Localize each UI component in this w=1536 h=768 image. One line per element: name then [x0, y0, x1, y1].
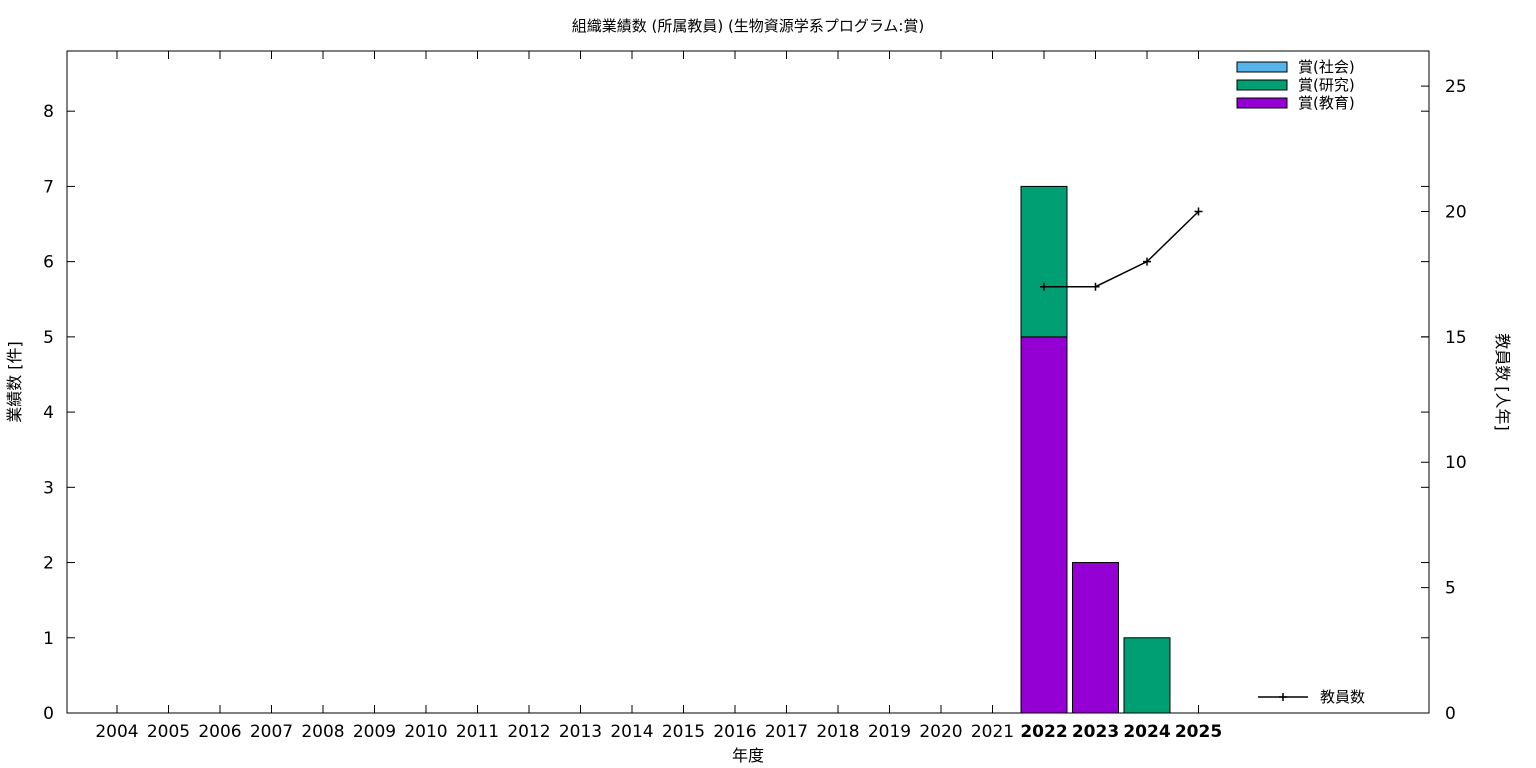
line-legend: 教員数	[1258, 688, 1365, 706]
x-tick-label: 2011	[456, 722, 499, 742]
x-tick-label: 2015	[662, 722, 705, 742]
y-tick-label: 4	[43, 403, 54, 423]
line-point	[1194, 207, 1203, 216]
y2-axis-label: 教員数 [人年]	[1493, 333, 1512, 431]
x-tick-label: 2021	[971, 722, 1014, 742]
x-tick-label: 2024	[1123, 722, 1170, 742]
x-tick-label: 2009	[353, 722, 396, 742]
y-axis: 0 1 2 3 4 5 6 7 8	[43, 102, 1429, 724]
bar	[1020, 336, 1068, 714]
y2-tick-label: 0	[1445, 704, 1456, 724]
y-tick-label: 7	[43, 177, 54, 197]
x-tick-label: 2007	[250, 722, 293, 742]
x-tick-label: 2010	[404, 722, 447, 742]
x-tick-label: 2006	[198, 722, 241, 742]
line-path	[1044, 210, 1200, 288]
y2-tick-label: 10	[1445, 453, 1467, 473]
x-tick-label: 2020	[919, 722, 962, 742]
x-tick-label: 2019	[868, 722, 911, 742]
y-tick-label: 8	[43, 102, 54, 122]
x-tick-label: 2025	[1175, 722, 1222, 742]
y-tick-label: 3	[43, 478, 54, 498]
y2-tick-label: 20	[1445, 202, 1467, 222]
line-point	[1143, 257, 1151, 266]
y-tick-label: 0	[43, 704, 54, 724]
y2-tick-label: 5	[1445, 579, 1456, 599]
legend-label: 賞(社会)	[1298, 58, 1355, 76]
y-tick-label: 5	[43, 328, 54, 348]
x-tick-label: 2016	[713, 722, 756, 742]
x-axis-label: 年度	[732, 746, 764, 765]
line-point	[1091, 282, 1100, 291]
x-tick-label: 2014	[610, 722, 653, 742]
x-tick-label: 2022	[1020, 722, 1067, 742]
legend-line-marker	[1279, 693, 1287, 701]
legend-line-label: 教員数	[1320, 688, 1365, 706]
y-tick-label: 6	[43, 253, 54, 273]
y-axis-label: 業績数 [件]	[5, 341, 24, 423]
legend-swatch	[1236, 97, 1288, 109]
line-series	[1040, 207, 1203, 291]
legend-label: 賞(教育)	[1298, 94, 1355, 112]
legend-label: 賞(研究)	[1298, 76, 1355, 94]
y2-tick-label: 25	[1445, 77, 1467, 97]
x-axis: 2004 2005 2006 2007 2008 2009 2010 2011 2012 2013…	[95, 51, 1222, 742]
x-tick-label: 2017	[765, 722, 808, 742]
legend-swatch	[1236, 79, 1288, 91]
bar	[1123, 637, 1171, 714]
line-point	[1040, 282, 1048, 291]
bar	[1020, 185, 1068, 338]
x-tick-label: 2023	[1072, 722, 1119, 742]
legend: 賞(社会)賞(研究)賞(教育)	[1236, 58, 1355, 112]
y2-axis: 0 5 10 15 20 25	[1421, 77, 1467, 724]
plot-frame	[66, 50, 1430, 714]
x-tick-label: 2018	[816, 722, 859, 742]
legend-swatch	[1236, 61, 1288, 73]
x-tick-label: 2012	[507, 722, 550, 742]
x-tick-label: 2005	[147, 722, 190, 742]
y-tick-label: 2	[43, 554, 54, 574]
y-tick-label: 1	[43, 629, 54, 649]
chart-title: 組織業績数 (所属教員) (生物資源学系プログラム:賞)	[572, 17, 925, 35]
x-tick-label: 2004	[95, 722, 138, 742]
x-tick-label: 2013	[559, 722, 602, 742]
bar	[1072, 562, 1119, 714]
x-tick-label: 2008	[301, 722, 344, 742]
bars	[1020, 185, 1171, 714]
y2-tick-label: 15	[1445, 328, 1467, 348]
